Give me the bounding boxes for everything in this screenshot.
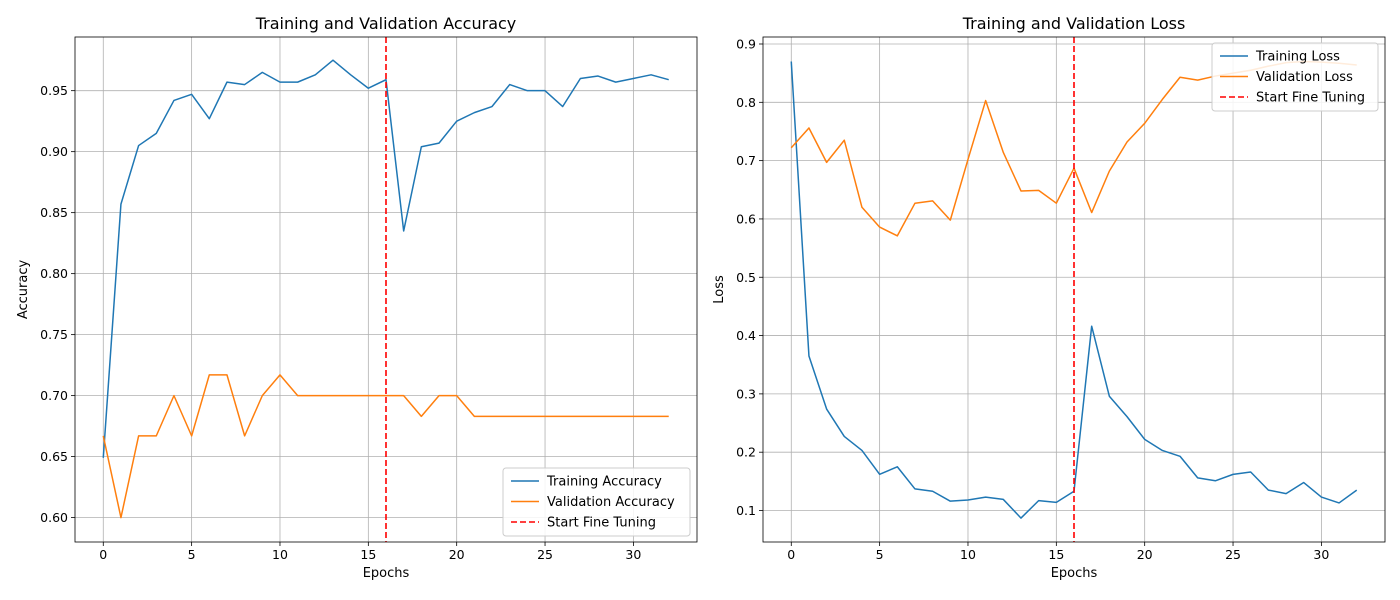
legend: Training Loss Validation Loss Start Fine T… — [1211, 42, 1379, 112]
y-tick-label: 0.1 — [736, 503, 756, 518]
x-tick-label: 20 — [1137, 547, 1153, 562]
x-tick-label: 25 — [1225, 547, 1241, 562]
y-tick-label: 0.85 — [40, 205, 68, 220]
x-tick-label: 10 — [960, 547, 976, 562]
y-tick-label: 0.65 — [40, 449, 68, 464]
legend-label: Start Fine Tuning — [547, 516, 656, 531]
y-axis-label: Accuracy — [16, 260, 31, 320]
y-tick-label: 0.3 — [736, 386, 756, 401]
chart-panel-1: 0 5 10 15 20 25 30 0.60 0.65 0.70 0.75 0.80 0.85 0.90… — [16, 14, 698, 581]
y-tick-label: 0.8 — [736, 95, 756, 110]
x-tick-label: 20 — [449, 547, 465, 562]
y-tick-label: 0.4 — [736, 328, 756, 343]
x-tick-label: 0 — [99, 547, 107, 562]
y-tick-label: 0.80 — [40, 266, 68, 281]
x-tick-label: 0 — [787, 547, 795, 562]
x-axis-label: Epochs — [1051, 566, 1098, 581]
x-axis-label: Epochs — [363, 566, 410, 581]
y-tick-label: 0.9 — [736, 36, 756, 51]
x-tick-label: 25 — [537, 547, 553, 562]
y-tick-label: 0.70 — [40, 388, 68, 403]
series-line-validation-accuracy — [102, 374, 669, 519]
x-tick-label: 5 — [876, 547, 884, 562]
legend-box — [1211, 42, 1379, 112]
x-tick-label: 5 — [188, 547, 196, 562]
legend-label: Validation Loss — [1256, 70, 1353, 85]
y-tick-label: 0.90 — [40, 144, 68, 159]
series-line-training-accuracy — [102, 59, 669, 458]
x-tick-label: 30 — [625, 547, 641, 562]
y-tick-label: 0.6 — [736, 211, 756, 226]
legend-box — [502, 467, 691, 537]
chart-title: Training and Validation Loss — [962, 14, 1186, 33]
x-tick-label: 15 — [360, 547, 376, 562]
legend: Training Accuracy Validation Accuracy Star… — [502, 467, 691, 537]
legend-label: Start Fine Tuning — [1256, 91, 1365, 106]
legend-label: Training Loss — [1255, 50, 1340, 65]
y-tick-label: 0.75 — [40, 327, 68, 342]
axes-frame — [762, 36, 1386, 543]
legend-label: Training Accuracy — [546, 475, 662, 490]
chart-panel-2: 0 5 10 15 20 25 30 0.1 0.2 0.3 0.4 0.5 0.6 0.7 0.8 0.9 T… — [712, 14, 1386, 581]
y-axis-label: Loss — [712, 275, 727, 304]
legend-label: Validation Accuracy — [547, 495, 675, 510]
y-tick-label: 0.60 — [40, 510, 68, 525]
y-tick-label: 0.95 — [40, 83, 68, 98]
x-tick-label: 15 — [1048, 547, 1064, 562]
axes-frame — [74, 36, 698, 543]
x-tick-label: 30 — [1313, 547, 1329, 562]
y-tick-label: 0.2 — [736, 445, 756, 460]
chart-title: Training and Validation Accuracy — [255, 14, 517, 33]
y-tick-label: 0.7 — [736, 153, 756, 168]
x-tick-label: 10 — [272, 547, 288, 562]
y-tick-label: 0.5 — [736, 270, 756, 285]
